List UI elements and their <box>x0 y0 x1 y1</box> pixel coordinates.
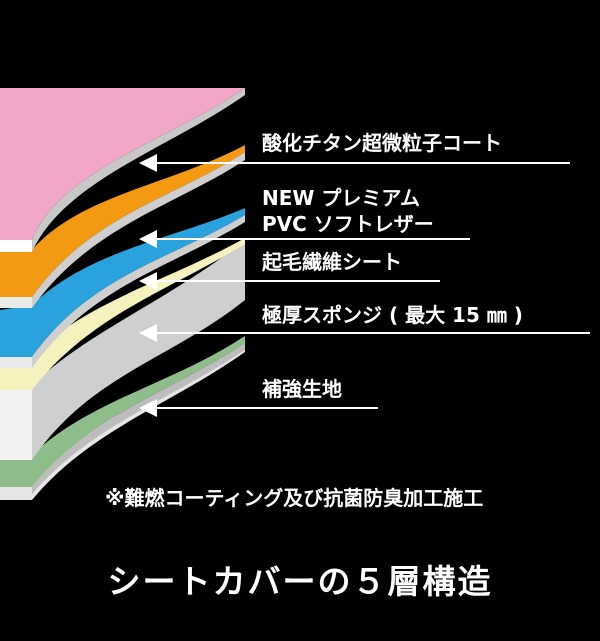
diagram-title: シートカバーの５層構造 <box>107 562 493 601</box>
layer-pvc-blue <box>0 208 245 357</box>
label-pvc-line2: PVC ソフトレザー <box>262 212 434 236</box>
layer-coat-edge <box>32 88 245 252</box>
layer-orange <box>0 145 245 297</box>
label-reinforce: 補強生地 <box>262 377 342 401</box>
layer-sponge <box>0 240 245 460</box>
layer-orange-edge <box>32 152 245 308</box>
treatment-note: ※難燃コーティング及び抗菌防臭加工施工 <box>105 486 484 510</box>
layer-reinforce-edge <box>32 343 245 494</box>
arrow-icon <box>139 324 157 342</box>
layer-pvc-blue-edge <box>32 215 245 368</box>
arrow-icon <box>139 399 157 417</box>
layer-fleece <box>0 238 245 390</box>
layer-sponge-front <box>0 390 32 460</box>
label-sponge: 極厚スポンジ ( 最大 15 ㎜ ) <box>262 303 523 327</box>
arrow-icon <box>139 272 157 290</box>
label-pvc-line1: NEW プレミアム <box>262 186 421 210</box>
label-brushed: 起毛繊維シート <box>262 250 402 274</box>
layer-reinforce <box>0 336 245 487</box>
layer-coat <box>0 88 245 240</box>
arrow-icon <box>139 154 157 172</box>
label-coat: 酸化チタン超微粒子コート <box>262 131 502 155</box>
arrow-icon <box>139 230 157 248</box>
